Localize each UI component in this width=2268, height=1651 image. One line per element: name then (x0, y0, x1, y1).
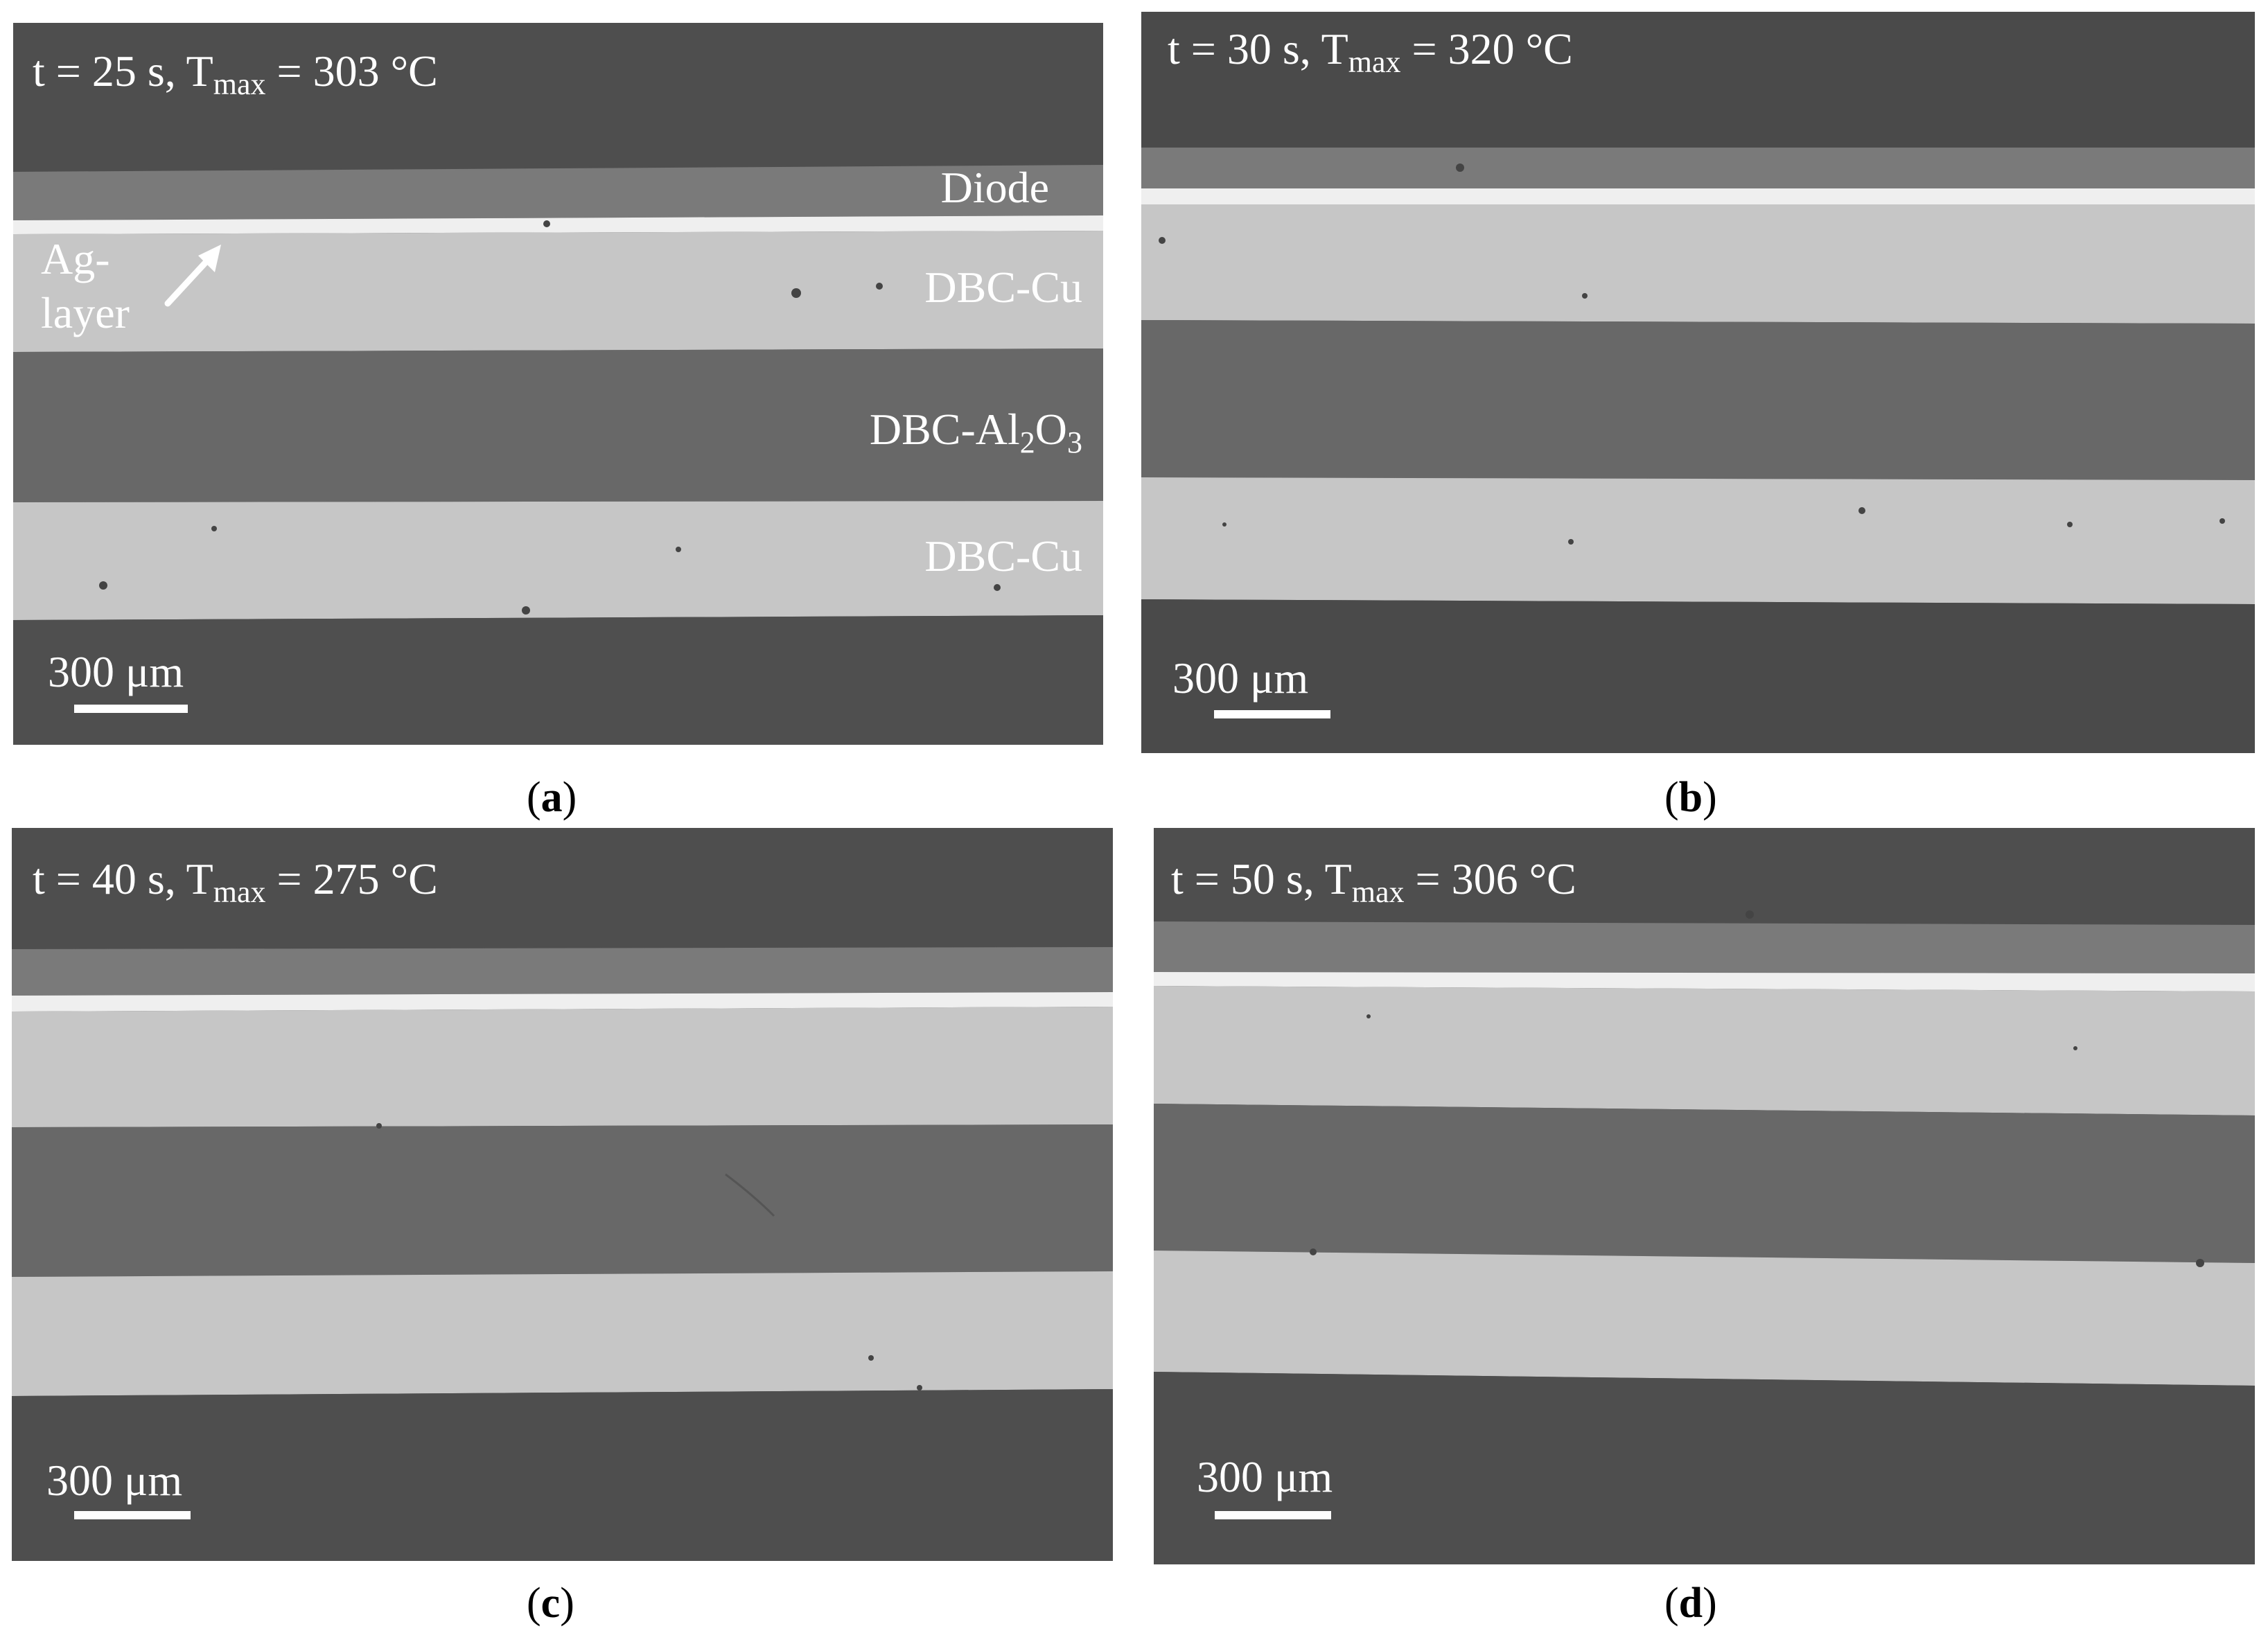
panel-d-scale-bar (1215, 1511, 1331, 1519)
dbc-cu-bottom-layer (13, 501, 1103, 620)
caption-a-open: ( (527, 774, 541, 821)
dbc-cu-top-layer (13, 231, 1103, 352)
ag-layer (13, 215, 1103, 234)
ag-layer (12, 992, 1113, 1012)
panel-d-tmax-subscript: max (1351, 875, 1405, 909)
dbc-al2o3-layer (1141, 320, 2255, 480)
caption-a: (a) (527, 776, 577, 819)
voids (376, 1123, 922, 1390)
panel-b-time: t = 30 s, T (1168, 24, 1348, 73)
dbc-cu-top-layer (12, 1007, 1113, 1127)
label-diode: Diode (940, 163, 1049, 212)
ag-layer (1141, 188, 2255, 204)
caption-c-open: ( (527, 1580, 541, 1627)
voids (99, 220, 1001, 615)
sem-panel-c: t = 40 s, Tmax = 275 °C 300 μm (12, 828, 1113, 1561)
crack-mark (725, 1173, 775, 1217)
dbc-cu-bottom-layer (1141, 477, 2255, 604)
panel-b-temperature: = 320 °C (1400, 24, 1573, 73)
label-dbc-al2o3-mid: O (1035, 405, 1067, 454)
caption-c-close: ) (560, 1580, 574, 1627)
dbc-al2o3-layer (1154, 1104, 2255, 1263)
dbc-cu-top-layer (1141, 204, 2255, 324)
sem-panel-b: t = 30 s, Tmax = 320 °C 300 μm (1141, 12, 2255, 753)
cross-section-image-c (12, 828, 1113, 1561)
caption-d-open: ( (1664, 1580, 1679, 1627)
cross-section-image-a (13, 23, 1103, 745)
sem-panel-a: t = 25 s, Tmax = 303 °C Diode Ag-layer D… (13, 23, 1103, 745)
caption-d-letter: d (1678, 1580, 1703, 1627)
panel-d-temperature: = 306 °C (1404, 854, 1576, 903)
panel-a-temperature: = 303 °C (265, 46, 438, 96)
dbc-cu-top-layer (1154, 986, 2255, 1115)
panel-d-scale-label: 300 μm (1197, 1452, 1333, 1501)
cross-section-image-d (1154, 828, 2255, 1564)
caption-b-open: ( (1664, 774, 1679, 821)
ag-layer (1154, 972, 2255, 991)
label-ag-layer: Ag-layer (41, 234, 130, 337)
panel-b-title: t = 30 s, Tmax = 320 °C (1168, 24, 1573, 78)
caption-c-letter: c (540, 1580, 561, 1627)
label-dbc-cu-bottom: DBC-Cu (924, 531, 1082, 581)
dbc-cu-bottom-layer (1154, 1251, 2255, 1386)
mounting-resin-bottom (12, 1389, 1113, 1561)
voids (1310, 910, 2204, 1267)
caption-c: (c) (527, 1582, 574, 1625)
label-dbc-cu-top: DBC-Cu (924, 263, 1082, 312)
ag-layer-arrow-icon (164, 245, 221, 307)
mounting-resin-bottom (1154, 1372, 2255, 1564)
caption-d: (d) (1664, 1582, 1717, 1625)
panel-c-title: t = 40 s, Tmax = 275 °C (33, 854, 438, 908)
label-dbc-al2o3-sub1: 2 (1019, 425, 1035, 459)
sem-panel-d: t = 50 s, Tmax = 306 °C 300 μm (1154, 828, 2255, 1564)
diode-layer (12, 947, 1113, 996)
caption-a-close: ) (562, 774, 577, 821)
panel-b-scale-label: 300 μm (1172, 653, 1309, 703)
dbc-al2o3-layer (13, 348, 1103, 502)
panel-c-time: t = 40 s, T (33, 854, 213, 903)
caption-a-letter: a (540, 774, 563, 821)
label-dbc-al2o3-sub2: 3 (1067, 425, 1082, 459)
panel-b-tmax-subscript: max (1348, 45, 1401, 79)
diode-layer (1141, 148, 2255, 188)
caption-b: (b) (1664, 776, 1717, 819)
label-dbc-al2o3: DBC-Al2O3 (869, 405, 1082, 458)
cross-section-image-b (1141, 12, 2255, 753)
panel-c-tmax-subscript: max (213, 875, 266, 909)
panel-d-title: t = 50 s, Tmax = 306 °C (1171, 854, 1576, 908)
diode-layer (13, 165, 1103, 220)
panel-d-time: t = 50 s, T (1171, 854, 1352, 903)
panel-c-scale-label: 300 μm (46, 1456, 183, 1505)
mounting-resin-bottom (13, 615, 1103, 745)
panel-a-time: t = 25 s, T (33, 46, 213, 96)
mounting-resin-bottom (1141, 599, 2255, 753)
panel-a-title: t = 25 s, Tmax = 303 °C (33, 46, 438, 100)
panel-c-temperature: = 275 °C (265, 854, 438, 903)
caption-d-close: ) (1703, 1580, 1717, 1627)
caption-b-close: ) (1703, 774, 1717, 821)
diode-layer (1154, 921, 2255, 973)
caption-b-letter: b (1678, 774, 1703, 821)
dbc-al2o3-layer (12, 1124, 1113, 1277)
panel-a-scale-label: 300 μm (48, 647, 184, 696)
panel-a-tmax-subscript: max (213, 67, 266, 101)
voids (1159, 164, 2225, 545)
panel-a-scale-bar (74, 705, 188, 713)
label-dbc-al2o3-prefix: DBC-Al (869, 405, 1020, 454)
panel-c-scale-bar (74, 1511, 191, 1519)
dbc-cu-bottom-layer (12, 1271, 1113, 1396)
panel-b-scale-bar (1214, 710, 1330, 718)
